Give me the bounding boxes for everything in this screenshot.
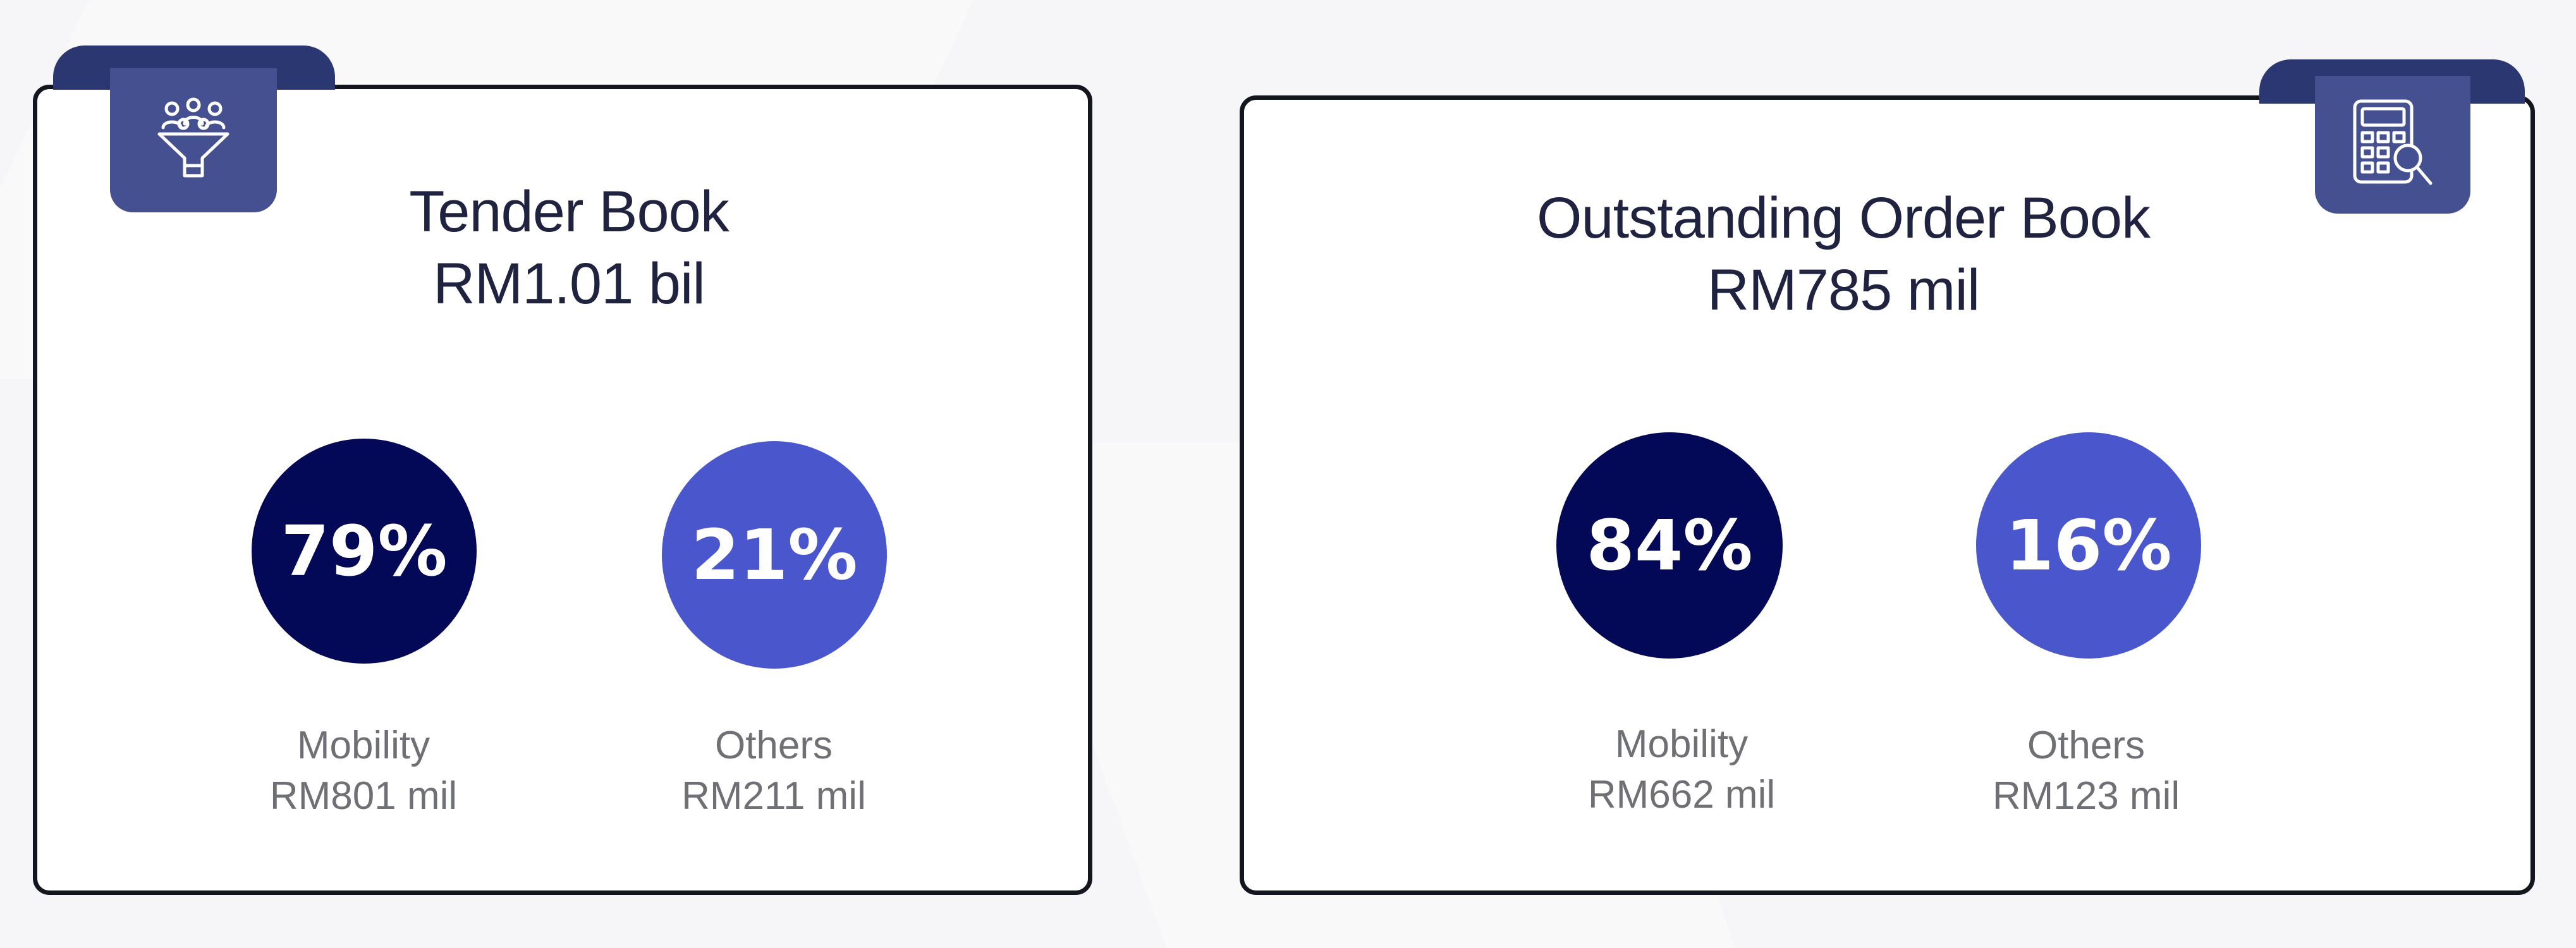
order-book-amount: RM785 mil <box>1707 258 1981 322</box>
people-funnel-icon <box>157 97 229 178</box>
tender-book-amount: RM1.01 bil <box>433 252 705 316</box>
tender-mobility-label: Mobility <box>296 724 430 767</box>
order-others-percent: 16% <box>2005 505 2172 586</box>
tender-mobility-value: RM801 mil <box>269 774 458 818</box>
order-others-percent-circle: 16% <box>1976 432 2201 659</box>
tender-others-percent: 21% <box>691 514 858 595</box>
order-book-card <box>1240 95 2535 895</box>
order-mobility-value: RM662 mil <box>1587 773 1776 817</box>
calculator-search-icon <box>2353 99 2433 185</box>
tender-mobility-caption: Mobility RM801 mil <box>205 720 522 822</box>
tender-others-percent-circle: 21% <box>662 441 887 669</box>
order-others-caption: Others RM123 mil <box>1928 720 2244 822</box>
tender-book-tab <box>110 68 277 212</box>
tender-others-label: Others <box>714 724 833 767</box>
order-book-title: Outstanding Order Book <box>1536 186 2151 250</box>
tender-others-caption: Others RM211 mil <box>616 720 932 822</box>
order-book-heading: Outstanding Order Book RM785 mil <box>1464 182 2223 326</box>
order-mobility-percent: 84% <box>1586 505 1753 586</box>
order-mobility-percent-circle: 84% <box>1556 432 1783 659</box>
order-book-tab <box>2315 76 2470 214</box>
order-mobility-label: Mobility <box>1615 722 1749 766</box>
tender-others-value: RM211 mil <box>681 774 866 818</box>
tender-book-title: Tender Book <box>409 179 729 244</box>
tender-book-card <box>33 85 1092 895</box>
order-others-label: Others <box>2027 724 2146 767</box>
tender-book-heading: Tender Book RM1.01 bil <box>316 176 822 320</box>
tender-mobility-percent: 79% <box>281 511 448 592</box>
tender-mobility-percent-circle: 79% <box>252 439 477 664</box>
order-others-value: RM123 mil <box>1992 774 2180 818</box>
order-mobility-caption: Mobility RM662 mil <box>1523 719 1840 820</box>
